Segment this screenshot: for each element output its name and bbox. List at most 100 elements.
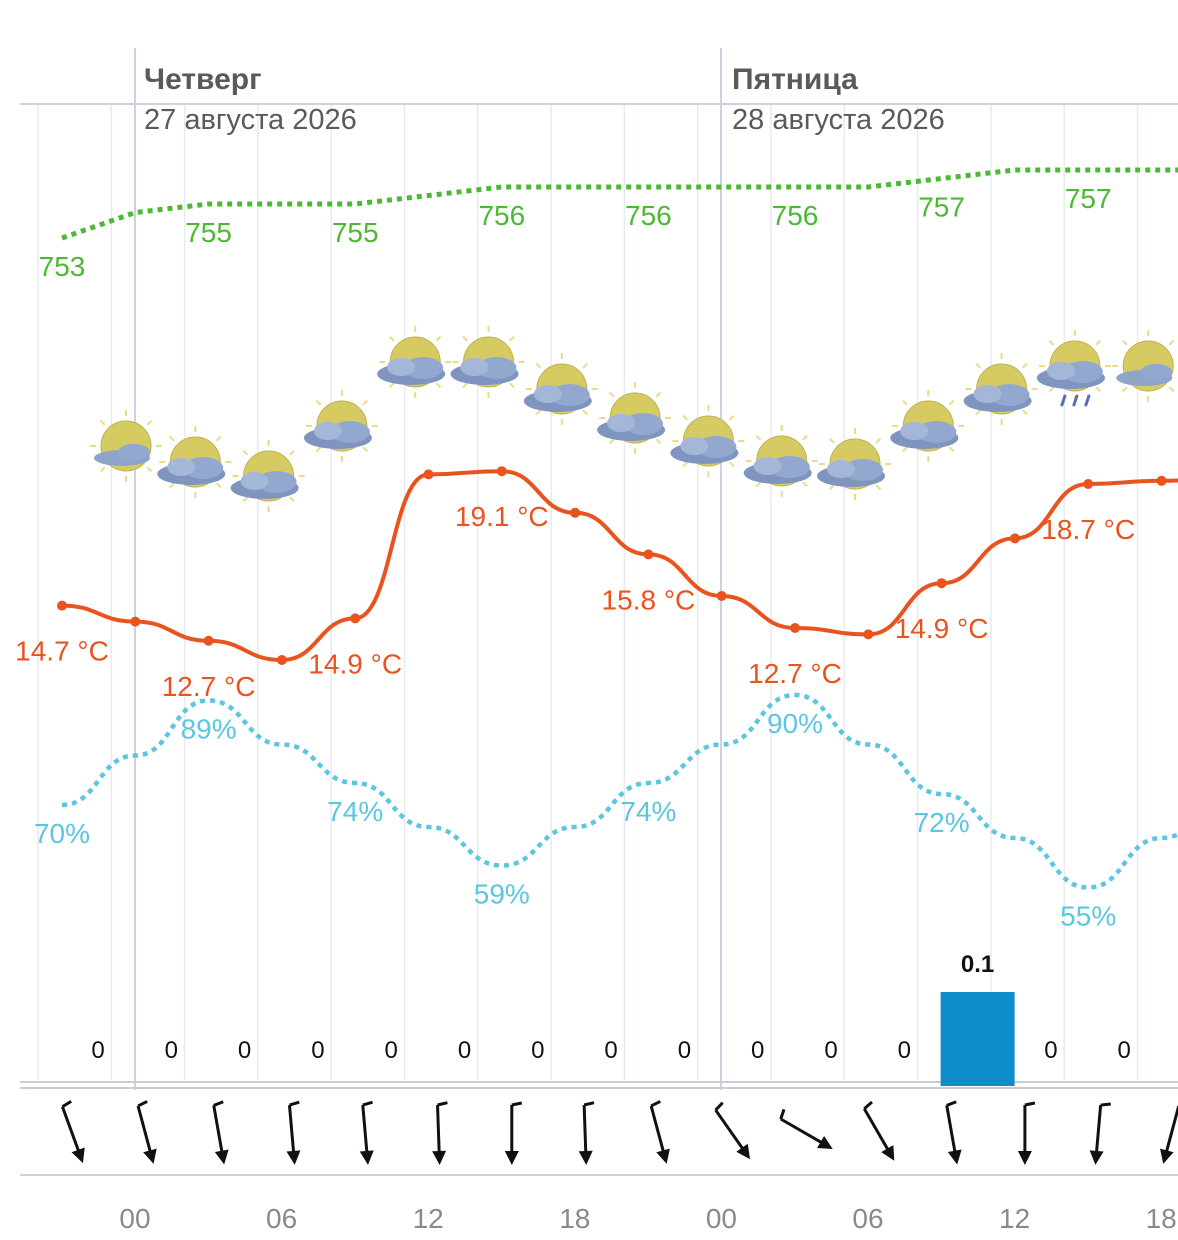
sun-ray xyxy=(215,435,222,442)
wind-shaft xyxy=(287,1104,296,1160)
wind-head xyxy=(656,1148,670,1164)
wind-arrow xyxy=(945,1100,962,1165)
wind-head xyxy=(359,1150,374,1165)
wind-barb xyxy=(61,1100,72,1108)
hour-tick-label: 18 xyxy=(1146,1203,1177,1234)
cloud xyxy=(118,444,150,460)
sun-ray xyxy=(728,461,735,468)
wind-shaft xyxy=(212,1105,225,1159)
wind-barb xyxy=(1100,1102,1111,1107)
precipitation-value-label: 0.1 xyxy=(961,951,994,978)
sun-ray xyxy=(1022,362,1028,369)
pressure-label: 756 xyxy=(478,200,525,231)
wind-head xyxy=(504,1151,519,1165)
humidity-label: 55% xyxy=(1060,901,1116,932)
wind-head xyxy=(1017,1151,1032,1165)
hour-tick-label: 12 xyxy=(999,1203,1030,1234)
cloud xyxy=(827,460,855,478)
sun-ray xyxy=(99,466,106,473)
precipitation-label: 0 xyxy=(531,1037,544,1064)
sun-ray xyxy=(755,434,762,441)
hour-tick-label: 12 xyxy=(413,1203,444,1234)
pressure-label: 756 xyxy=(625,200,672,231)
day-date: 28 августа 2026 xyxy=(732,104,945,136)
wind-shaft xyxy=(1163,1105,1178,1159)
day-name: Пятница xyxy=(732,63,858,96)
sun-ray xyxy=(99,419,106,426)
wind-head xyxy=(214,1149,229,1165)
wind-arrow xyxy=(1160,1105,1178,1164)
wind-head xyxy=(578,1150,593,1165)
sun-ray xyxy=(389,335,395,342)
partly-cloudy-icon xyxy=(1112,330,1175,402)
precipitation-label: 0 xyxy=(1118,1037,1131,1064)
temperature-point xyxy=(57,600,67,611)
cloudy-sun-icon xyxy=(963,353,1038,425)
sun-ray xyxy=(242,449,249,456)
pressure-series: 753 755 755 756 756 756 757 757 xyxy=(39,167,1178,282)
sun-ray xyxy=(755,481,762,488)
precipitation-label: 0 xyxy=(678,1037,691,1064)
wind-direction-strip xyxy=(61,1100,1178,1165)
sun-ray xyxy=(582,362,588,369)
temperature-point xyxy=(130,616,141,627)
day-header-friday: Пятница 28 августа 2026 xyxy=(732,60,945,140)
rain-drop xyxy=(1072,394,1079,407)
cloud xyxy=(900,422,929,440)
temperature-label: 12.7 °C xyxy=(162,671,256,702)
sun-ray xyxy=(315,446,322,453)
temperature-label: 14.9 °C xyxy=(895,613,989,644)
sun-ray xyxy=(289,496,295,503)
wind-head xyxy=(736,1143,751,1160)
sun-ray xyxy=(146,419,153,426)
wind-arrow xyxy=(649,1100,670,1164)
temperature-point xyxy=(1083,479,1094,489)
temperature-point xyxy=(203,635,214,646)
sun-ray xyxy=(509,382,515,389)
wind-head xyxy=(71,1147,85,1164)
wind-barb xyxy=(650,1100,661,1108)
precipitation-label: 0 xyxy=(385,1037,398,1064)
humidity-label: 72% xyxy=(914,807,970,838)
wind-arrow xyxy=(578,1101,595,1165)
wind-shaft xyxy=(1094,1104,1103,1160)
sun-ray xyxy=(1095,386,1102,393)
sun-ray xyxy=(1122,339,1128,346)
wind-barb xyxy=(362,1100,373,1107)
cloud xyxy=(973,385,1002,403)
temperature-point xyxy=(1009,533,1020,544)
pressure-label: 753 xyxy=(39,251,86,282)
wind-barb xyxy=(437,1101,448,1107)
cloudy-sun-icon xyxy=(743,425,818,497)
wind-shaft xyxy=(61,1106,83,1158)
pressure-label: 757 xyxy=(918,192,965,223)
wind-shaft xyxy=(780,1117,829,1148)
wind-barb xyxy=(863,1100,873,1110)
sun-ray xyxy=(728,414,735,421)
sun-ray xyxy=(1168,386,1175,393)
humidity-series: 70% 89% 74% 59% 74% 90% 72% 55% xyxy=(34,692,1178,932)
wind-head xyxy=(1160,1148,1174,1164)
humidity-label: 74% xyxy=(327,796,383,827)
precipitation-bar xyxy=(940,992,1015,1086)
wind-barb xyxy=(289,1100,300,1107)
sun-ray xyxy=(875,484,882,491)
cloudy-sun-icon xyxy=(450,326,525,398)
sun-ray xyxy=(608,391,615,398)
humidity-label: 89% xyxy=(181,714,237,745)
pressure-label: 756 xyxy=(772,200,819,231)
cloud xyxy=(680,437,709,455)
humidity-label: 70% xyxy=(34,818,90,849)
sun-ray xyxy=(462,382,468,389)
sun-ray xyxy=(582,409,588,416)
temperature-point xyxy=(276,655,287,665)
precipitation-label: 0 xyxy=(238,1037,251,1064)
sun-ray xyxy=(362,446,369,453)
wind-arrow xyxy=(1089,1102,1111,1165)
sun-ray xyxy=(1048,386,1055,393)
cloud xyxy=(533,385,562,403)
temperature-label: 12.7 °C xyxy=(748,658,842,689)
wind-arrow xyxy=(1017,1101,1036,1165)
temperature-label: 14.7 °C xyxy=(15,636,109,667)
pressure-label: 755 xyxy=(185,217,232,248)
